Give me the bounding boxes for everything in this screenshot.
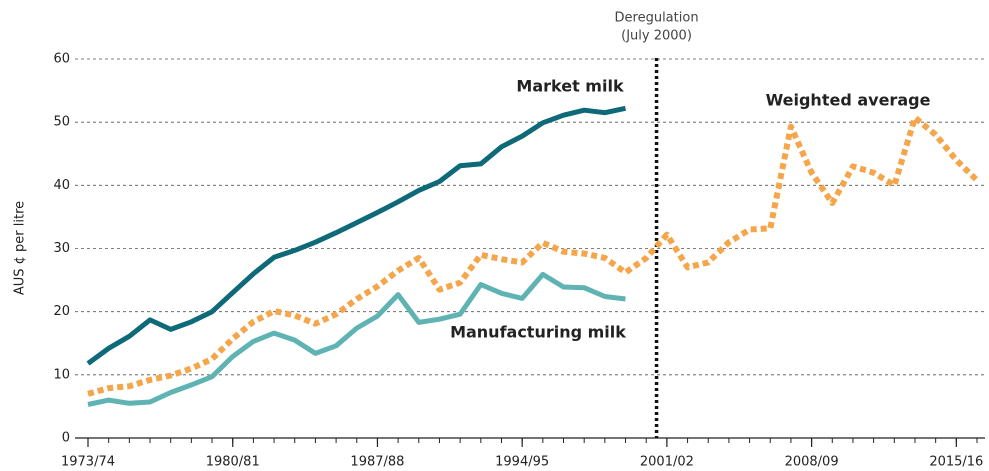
y-tick-label: 50 xyxy=(53,115,70,130)
y-tick-label: 40 xyxy=(53,178,70,193)
y-tick-label: 10 xyxy=(53,367,70,382)
series-line xyxy=(86,105,627,366)
series-line xyxy=(87,114,980,397)
y-tick-label: 0 xyxy=(62,431,70,446)
x-tick-label: 2001/02 xyxy=(640,455,694,470)
series-line xyxy=(87,271,626,407)
y-tick-label: 20 xyxy=(53,304,70,319)
y-tick-label: 60 xyxy=(53,52,70,67)
x-tick-label: 1994/95 xyxy=(495,455,549,470)
y-tick-label: 30 xyxy=(53,241,70,256)
series-label: Market milk xyxy=(516,77,624,96)
x-tick-label: 2008/09 xyxy=(785,455,839,470)
annotation: Deregulation xyxy=(615,11,699,26)
x-tick-label: 1987/88 xyxy=(350,455,404,470)
series-label: Weighted average xyxy=(766,91,931,110)
x-tick-label: 1980/81 xyxy=(206,455,260,470)
annotation: (July 2000) xyxy=(621,29,692,44)
x-tick-label: 2015/16 xyxy=(929,455,983,470)
y-axis-label: AUS ¢ per litre xyxy=(13,201,28,295)
x-tick-label: 1973/74 xyxy=(61,455,115,470)
series-label: Manufacturing milk xyxy=(450,323,626,342)
